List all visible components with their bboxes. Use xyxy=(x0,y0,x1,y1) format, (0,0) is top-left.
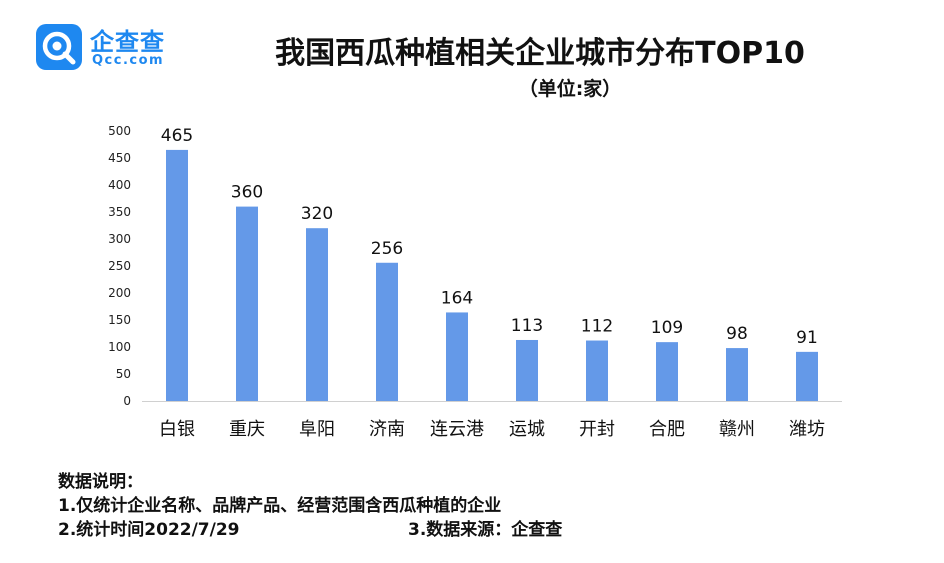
y-tick-label: 250 xyxy=(108,259,131,273)
x-tick-label: 重庆 xyxy=(229,419,265,440)
bar xyxy=(516,339,538,401)
chart-subtitle: （单位:家） xyxy=(518,78,622,100)
x-tick-label: 合肥 xyxy=(649,419,685,440)
data-notes: 数据说明： 1.仅统计企业名称、品牌产品、经营范围含西瓜种植的企业 2.统计时间… xyxy=(58,470,618,542)
y-tick-label: 350 xyxy=(108,205,131,219)
data-label: 98 xyxy=(726,324,748,344)
y-tick-label: 450 xyxy=(108,151,131,165)
x-tick-label: 潍坊 xyxy=(789,419,825,440)
data-label: 113 xyxy=(511,316,543,336)
data-label: 109 xyxy=(651,318,683,338)
brand-domain: Qcc.com xyxy=(92,53,165,68)
y-tick-label: 500 xyxy=(108,124,131,138)
data-label: 256 xyxy=(371,239,403,259)
y-tick-label: 100 xyxy=(108,340,131,354)
notes-line-1: 1.仅统计企业名称、品牌产品、经营范围含西瓜种植的企业 xyxy=(58,496,502,516)
data-label: 360 xyxy=(231,183,263,203)
bar xyxy=(656,342,678,401)
y-tick-label: 0 xyxy=(123,394,131,408)
bar xyxy=(796,351,818,401)
data-label: 91 xyxy=(796,328,818,348)
notes-line-2: 2.统计时间2022/7/29 xyxy=(58,520,240,540)
notes-line-3: 3.数据来源：企查查 xyxy=(408,520,563,540)
bar xyxy=(236,206,258,401)
x-tick-label: 赣州 xyxy=(719,419,755,440)
bar xyxy=(446,312,468,401)
notes-row-2: 2.统计时间2022/7/29 3.数据来源：企查查 xyxy=(58,518,618,542)
y-tick-label: 400 xyxy=(108,178,131,192)
data-label: 112 xyxy=(581,317,613,337)
x-tick-label: 开封 xyxy=(579,419,615,440)
bar xyxy=(586,340,608,401)
y-tick-label: 150 xyxy=(108,313,131,327)
data-label: 164 xyxy=(441,288,473,308)
y-tick-label: 200 xyxy=(108,286,131,300)
bar xyxy=(376,262,398,401)
chart-title: 我国西瓜种植相关企业城市分布TOP10 xyxy=(275,36,805,71)
brand-name: 企查查 xyxy=(90,28,165,56)
x-tick-label: 阜阳 xyxy=(299,419,335,440)
bar xyxy=(306,228,328,401)
x-tick-label: 白银 xyxy=(159,419,195,440)
bar xyxy=(726,348,748,401)
qcc-logo-icon xyxy=(36,24,82,70)
brand-logo: 企查查 Qcc.com xyxy=(36,22,186,74)
data-label: 465 xyxy=(161,126,193,146)
y-tick-label: 50 xyxy=(116,367,131,381)
data-label: 320 xyxy=(301,204,333,224)
x-tick-label: 运城 xyxy=(509,419,545,440)
bar xyxy=(166,149,188,401)
notes-heading: 数据说明： xyxy=(58,472,143,492)
x-tick-label: 济南 xyxy=(369,419,405,440)
x-tick-label: 连云港 xyxy=(430,419,484,440)
y-tick-label: 300 xyxy=(108,232,131,246)
